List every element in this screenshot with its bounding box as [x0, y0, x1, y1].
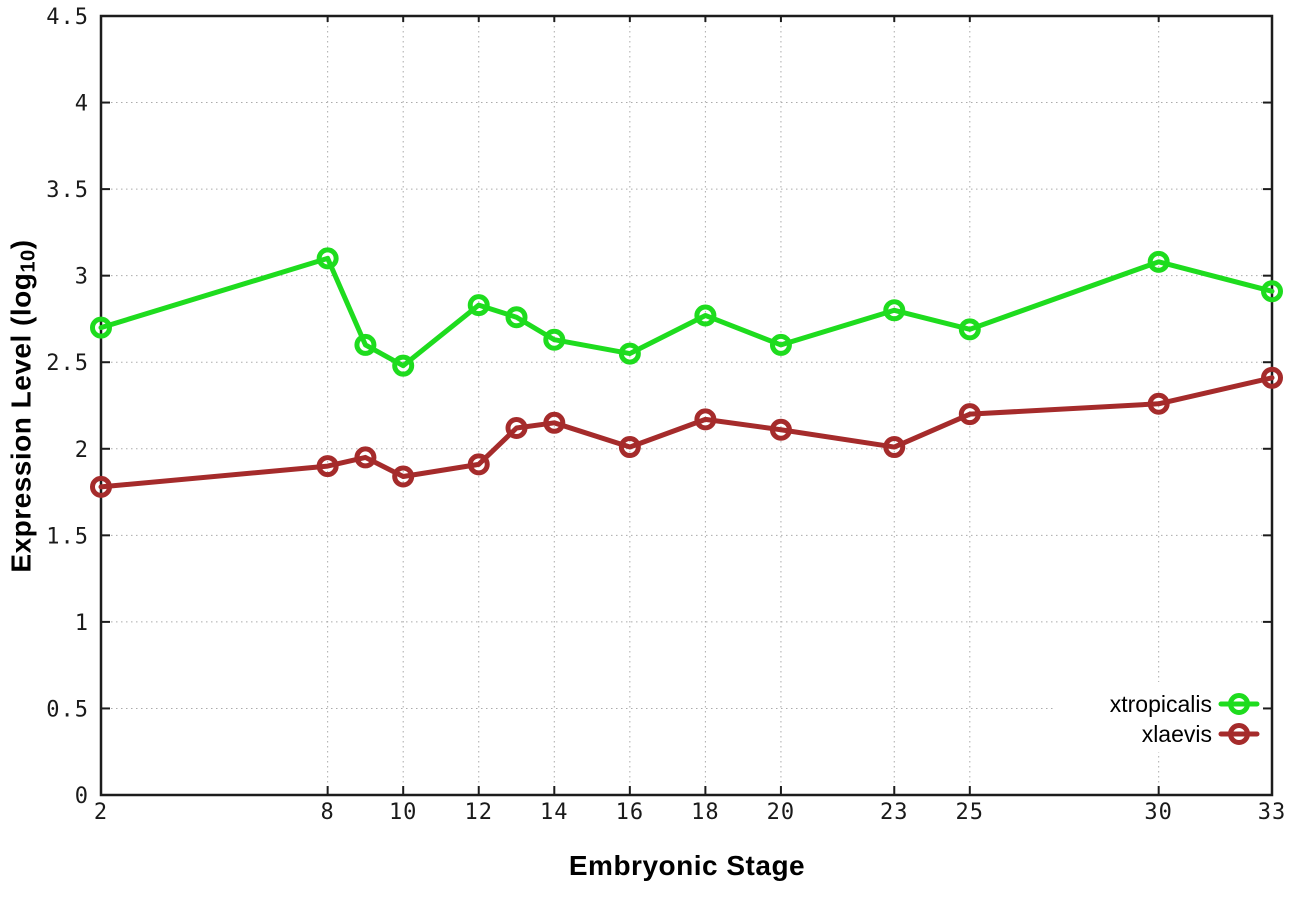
- x-tick-label: 2: [94, 800, 108, 825]
- data-point-xlaevis: [1147, 392, 1170, 415]
- x-axis-title-text: Embryonic Stage: [568, 850, 806, 881]
- y-tick-label: 3.5: [46, 178, 89, 203]
- data-point-xlaevis: [618, 436, 641, 459]
- x-tick-label: 10: [389, 800, 418, 825]
- data-point-xtropicalis: [1147, 250, 1170, 273]
- x-tick-label: 12: [464, 800, 493, 825]
- legend-marker-xlaevis: [1228, 723, 1250, 745]
- plot-border: [99, 14, 1274, 797]
- y-tick-label: 0: [75, 784, 89, 809]
- data-point-xlaevis: [1261, 366, 1283, 389]
- data-point-xlaevis: [543, 411, 566, 434]
- data-point-xtropicalis: [392, 354, 415, 377]
- data-point-xtropicalis: [316, 247, 339, 270]
- gridlines: [101, 16, 1272, 795]
- data-point-xlaevis: [769, 418, 792, 441]
- data-point-xlaevis: [90, 475, 112, 498]
- data-point-xtropicalis: [769, 333, 792, 356]
- y-axis-title-text: Expression Level (log: [5, 272, 37, 573]
- y-tick-label: 2: [75, 438, 89, 463]
- x-tick-label: 8: [321, 800, 335, 825]
- y-tick-label: 3: [75, 265, 89, 290]
- x-tick-label: 23: [880, 800, 909, 825]
- data-point-xtropicalis: [467, 294, 490, 317]
- data-point-xlaevis: [316, 455, 339, 478]
- y-tick-label: 4: [75, 92, 89, 117]
- data-point-xtropicalis: [90, 316, 112, 339]
- data-point-xtropicalis: [694, 304, 717, 327]
- data-point-xtropicalis: [543, 328, 566, 351]
- data-point-xtropicalis: [618, 342, 641, 365]
- data-point-xtropicalis: [958, 318, 981, 341]
- series-xtropicalis: [90, 247, 1283, 377]
- data-point-xlaevis: [883, 436, 906, 459]
- series-line-xlaevis: [98, 375, 1275, 490]
- data-point-xlaevis: [354, 446, 377, 469]
- data-point-xlaevis: [958, 403, 981, 426]
- legend-marker-xtropicalis: [1228, 693, 1250, 715]
- y-tick-labels: 0 0.5 1 1.5 2 2.5 3 3.5 4 4.5: [46, 5, 89, 809]
- data-point-xtropicalis: [354, 333, 377, 356]
- x-tick-label: 20: [767, 800, 796, 825]
- series-xlaevis: [90, 366, 1283, 498]
- x-tick-label: 33: [1258, 800, 1287, 825]
- data-point-xlaevis: [694, 408, 717, 431]
- x-tick-label: 14: [540, 800, 569, 825]
- x-axis-title: Embryonic Stage: [569, 850, 805, 882]
- x-tick-label: 16: [616, 800, 645, 825]
- y-tick-label: 4.5: [46, 5, 89, 30]
- y-axis-title-subscript: 10: [17, 249, 40, 273]
- data-point-xlaevis: [467, 453, 490, 476]
- legend-label-xtropicalis: xtropicalis: [1110, 691, 1212, 717]
- data-point-xlaevis: [505, 417, 528, 440]
- x-tick-label: 25: [956, 800, 985, 825]
- y-tick-label: 0.5: [46, 697, 89, 722]
- x-tick-label: 30: [1144, 800, 1173, 825]
- series-line-xtropicalis: [98, 255, 1275, 369]
- axis-ticks: [100, 15, 1273, 796]
- data-point-xlaevis: [392, 465, 415, 488]
- y-tick-label: 1.5: [46, 524, 89, 549]
- legend-label-xlaevis: xlaevis: [1142, 721, 1212, 747]
- y-axis-title: Expression Level (log10): [5, 239, 40, 572]
- x-tick-labels: 2 8 10 12 14 16 18 20 23 25 30 33: [94, 800, 1287, 825]
- y-axis-title-suffix: ): [5, 239, 37, 250]
- x-tick-label: 18: [691, 800, 720, 825]
- data-point-xtropicalis: [505, 306, 528, 329]
- data-point-xtropicalis: [1261, 280, 1283, 303]
- y-tick-label: 2.5: [46, 351, 89, 376]
- y-tick-label: 1: [75, 611, 89, 636]
- data-point-xtropicalis: [883, 299, 906, 322]
- legend: xtropicalis xlaevis: [1110, 691, 1260, 747]
